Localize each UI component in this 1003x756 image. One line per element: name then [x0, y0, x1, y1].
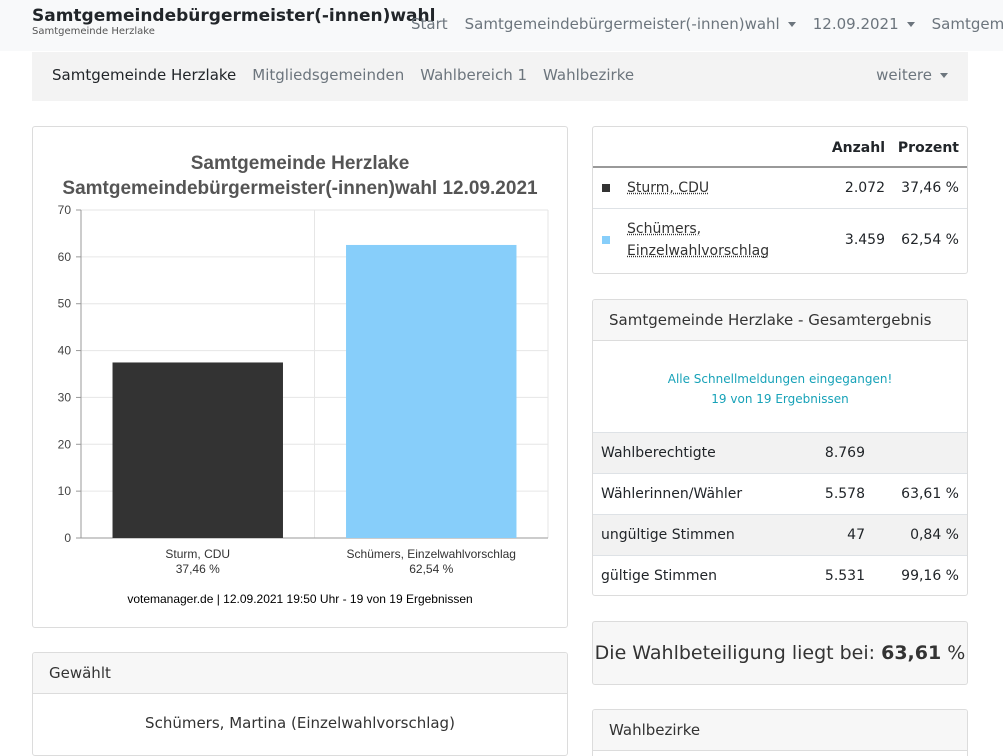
- nav-area-label: Samtgemeinde: [932, 15, 1003, 33]
- brand-subtitle: Samtgemeinde Herzlake: [32, 26, 435, 38]
- data-label: 62,54 %: [409, 562, 453, 576]
- nav-date-label: 12.09.2021: [813, 15, 899, 33]
- candidate-count: 2.072: [845, 180, 885, 196]
- result-value: 47: [847, 527, 865, 543]
- subnav-item-wahlbezirke[interactable]: Wahlbezirke: [543, 66, 634, 84]
- subnav-item-mitgliedsgemeinden[interactable]: Mitgliedsgemeinden: [252, 66, 404, 84]
- candidate-name-line1: Schümers,: [627, 221, 701, 237]
- status-line1: Alle Schnellmeldungen eingegangen!: [593, 369, 967, 389]
- result-label: ungültige Stimmen: [601, 527, 735, 543]
- result-value: 5.531: [825, 568, 865, 584]
- bar-chart: 0 10 20 30 40 50 60 70 Sturm, CDU37,46 % Schümers…: [33, 127, 567, 627]
- chevron-down-icon: [940, 73, 948, 78]
- bar: [113, 362, 283, 538]
- table-row: Schümers, Einzelwahlvorschlag 3.459 62,54…: [593, 209, 967, 271]
- result-value: 8.769: [825, 445, 865, 461]
- table-row: gültige Stimmen 5.531 99,16 %: [593, 555, 967, 596]
- y-tick-label: 0: [64, 531, 71, 545]
- subnav-item-samtgemeinde[interactable]: Samtgemeinde Herzlake: [52, 66, 236, 84]
- nav-election-dropdown[interactable]: Samtgemeindebürgermeister(-innen)wahl: [465, 15, 796, 33]
- nav-date-dropdown[interactable]: 12.09.2021: [813, 15, 915, 33]
- elected-name: Schümers, Martina (Einzelwahlvorschlag): [33, 694, 567, 732]
- result-label: Wählerinnen/Wähler: [601, 486, 742, 502]
- result-label: gültige Stimmen: [601, 568, 717, 584]
- y-tick-label: 20: [58, 437, 72, 451]
- subnav-more-label: weitere: [876, 66, 932, 84]
- candidate-name[interactable]: Sturm, CDU: [627, 177, 709, 199]
- brand-title[interactable]: Samtgemeindebürgermeister(-innen)wahl: [32, 6, 435, 26]
- nav-area-dropdown[interactable]: Samtgemeinde: [932, 15, 1003, 33]
- elected-card: Gewählt Schümers, Martina (Einzelwahlvor…: [32, 652, 568, 756]
- result-header: Samtgemeinde Herzlake - Gesamtergebnis: [593, 300, 967, 341]
- chevron-down-icon: [907, 22, 915, 27]
- candidate-name[interactable]: Schümers, Einzelwahlvorschlag: [627, 218, 769, 262]
- candidate-percent: 37,46 %: [901, 180, 959, 196]
- y-tick-label: 30: [58, 390, 72, 404]
- candidate-percent: 62,54 %: [901, 232, 959, 248]
- legend-swatch: [602, 184, 610, 192]
- y-tick-label: 60: [58, 250, 72, 264]
- status-message: Alle Schnellmeldungen eingegangen! 19 vo…: [593, 341, 967, 432]
- candidate-count: 3.459: [845, 232, 885, 248]
- column-header-count: Anzahl: [832, 140, 885, 156]
- nav-start-label: Start: [411, 15, 448, 33]
- x-tick-label: Schümers, Einzelwahlvorschlag: [347, 547, 516, 561]
- bar: [346, 245, 516, 538]
- candidate-name-line2: Einzelwahlvorschlag: [627, 243, 769, 259]
- result-label: Wahlberechtigte: [601, 445, 716, 461]
- result-percent: 63,61 %: [901, 486, 959, 502]
- y-tick-label: 70: [58, 203, 72, 217]
- candidates-table: Anzahl Prozent Sturm, CDU 2.072 37,46 % …: [592, 126, 968, 274]
- table-row: Wahlberechtigte 8.769: [593, 432, 967, 473]
- y-tick-label: 40: [58, 344, 72, 358]
- table-row: Sturm, CDU 2.072 37,46 %: [593, 168, 967, 209]
- x-tick-label: Sturm, CDU: [165, 547, 230, 561]
- y-tick-label: 10: [58, 484, 72, 498]
- chevron-down-icon: [788, 22, 796, 27]
- result-value: 5.578: [825, 486, 865, 502]
- top-nav: Start Samtgemeindebürgermeister(-innen)w…: [411, 15, 1003, 33]
- top-navbar: Samtgemeindebürgermeister(-innen)wahl Sa…: [0, 0, 1003, 51]
- column-header-percent: Prozent: [898, 140, 959, 156]
- sub-nav: Samtgemeinde Herzlake Mitgliedsgemeinden…: [32, 52, 968, 101]
- subnav-item-wahlbereich[interactable]: Wahlbereich 1: [420, 66, 527, 84]
- nav-election-label: Samtgemeindebürgermeister(-innen)wahl: [465, 15, 780, 33]
- result-percent: 99,16 %: [901, 568, 959, 584]
- turnout-suffix: %: [947, 642, 965, 664]
- candidates-table-header: Anzahl Prozent: [593, 127, 967, 168]
- chart-footer: votemanager.de | 12.09.2021 19:50 Uhr - …: [33, 592, 567, 606]
- legend-swatch: [602, 236, 610, 244]
- nav-start[interactable]: Start: [411, 15, 448, 33]
- turnout-card: Die Wahlbeteiligung liegt bei: 63,61 %: [592, 621, 968, 685]
- table-row: Wählerinnen/Wähler 5.578 63,61 %: [593, 473, 967, 514]
- table-row: ungültige Stimmen 47 0,84 %: [593, 514, 967, 555]
- elected-header: Gewählt: [33, 653, 567, 694]
- brand[interactable]: Samtgemeindebürgermeister(-innen)wahl Sa…: [32, 6, 435, 38]
- turnout-value: 63,61: [881, 642, 941, 664]
- subnav-more-dropdown[interactable]: weitere: [876, 66, 948, 84]
- data-label: 37,46 %: [176, 562, 220, 576]
- result-card: Samtgemeinde Herzlake - Gesamtergebnis A…: [592, 299, 968, 596]
- turnout-prefix: Die Wahlbeteiligung liegt bei:: [595, 642, 875, 664]
- chart-card: Samtgemeinde Herzlake Samtgemeindebürger…: [32, 126, 568, 628]
- districts-card: Wahlbezirke: [592, 709, 968, 756]
- districts-header: Wahlbezirke: [593, 710, 967, 751]
- status-line2: 19 von 19 Ergebnissen: [593, 389, 967, 409]
- y-tick-label: 50: [58, 297, 72, 311]
- result-percent: 0,84 %: [910, 527, 959, 543]
